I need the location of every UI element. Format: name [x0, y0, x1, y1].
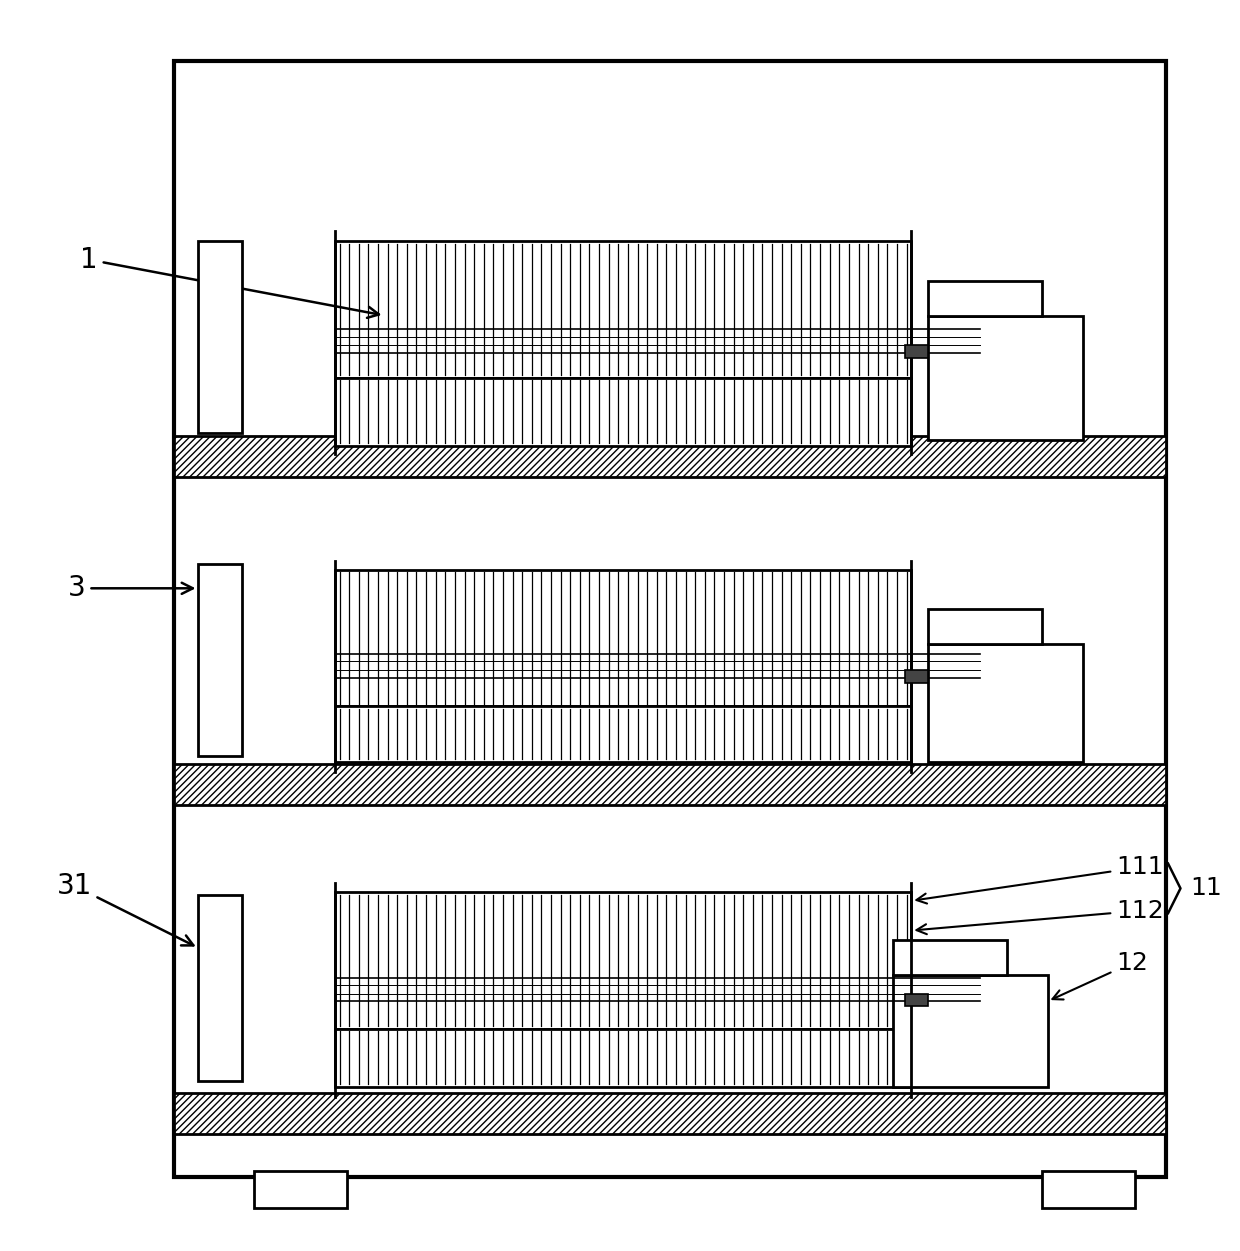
Bar [335, 241, 911, 378]
Bar [335, 706, 911, 762]
Bar [174, 1093, 1166, 1133]
Bar [335, 569, 911, 706]
Text: 112: 112 [916, 898, 1164, 934]
Bar [893, 976, 1048, 1087]
Bar [254, 1171, 347, 1208]
Bar [174, 435, 1166, 477]
Bar [928, 609, 1042, 644]
Bar [928, 315, 1083, 439]
Bar [198, 894, 242, 1081]
Bar [928, 644, 1083, 762]
Text: 111: 111 [916, 856, 1163, 903]
Bar [893, 941, 1007, 976]
Bar [1042, 1171, 1135, 1208]
Bar [905, 671, 928, 683]
Bar [905, 993, 928, 1006]
Text: 12: 12 [1053, 951, 1148, 1000]
Text: 1: 1 [81, 245, 379, 318]
Bar [198, 241, 242, 433]
Text: 11: 11 [1190, 877, 1223, 901]
Text: 3: 3 [68, 574, 193, 602]
Bar [335, 378, 911, 445]
Bar [905, 345, 928, 358]
Bar [335, 1028, 911, 1087]
Bar [198, 563, 242, 756]
Bar [335, 892, 911, 1028]
Text: 31: 31 [57, 872, 193, 946]
Bar [928, 280, 1042, 315]
Bar [174, 764, 1166, 806]
Bar [174, 61, 1166, 1177]
